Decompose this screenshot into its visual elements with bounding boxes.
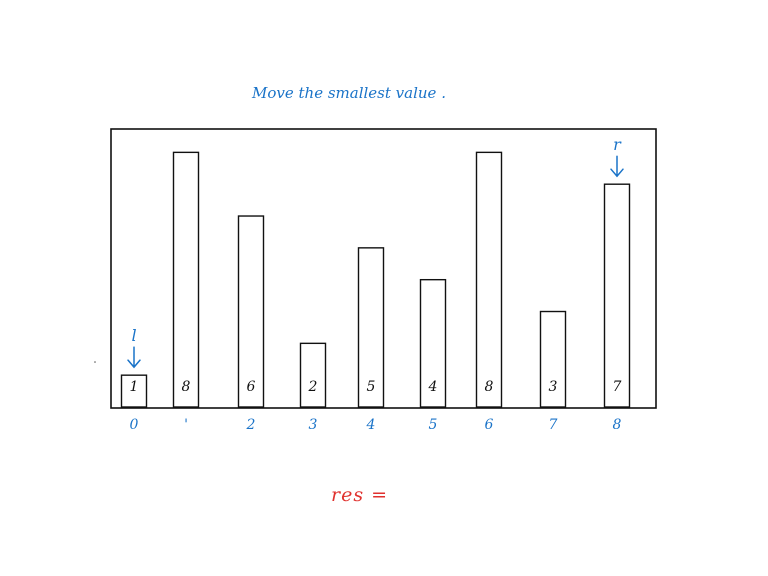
bar-value-label: 2 [308, 379, 318, 395]
bar-value-label: 8 [485, 379, 494, 395]
index-label: 2 [246, 417, 256, 433]
index-label: ' [184, 417, 188, 433]
index-labels-group: 0 ' 2 3 4 5 6 7 8 [130, 417, 622, 433]
result-label: res = [331, 484, 389, 506]
bar-7 [539, 310, 567, 408]
pointer-label-l: l [131, 326, 136, 345]
index-label: 7 [549, 417, 558, 433]
index-label: 0 [130, 417, 139, 433]
bar-3 [299, 342, 327, 408]
down-arrow-icon [610, 155, 624, 178]
bar-value-label: 6 [247, 379, 256, 395]
index-label: 6 [485, 417, 494, 433]
bar-6 [475, 151, 503, 408]
bars-group [120, 151, 631, 408]
bar-value-label: 3 [549, 379, 558, 395]
bar-0 [120, 374, 148, 408]
bar-2 [237, 215, 265, 408]
stray-dot [94, 361, 96, 363]
caption: Move the smallest value . [252, 84, 446, 102]
down-arrow-icon [127, 346, 141, 369]
bar-4 [357, 247, 385, 408]
bar-5 [419, 278, 447, 408]
index-label: 8 [613, 417, 622, 433]
bar-1 [172, 151, 200, 408]
index-label: 3 [309, 417, 318, 433]
bar-value-label: 5 [367, 379, 376, 395]
diagram-frame [110, 128, 657, 409]
pointers-group: lr [127, 135, 624, 369]
bar-8 [603, 183, 631, 408]
pointer-label-r: r [613, 135, 622, 154]
index-label: 4 [366, 417, 376, 433]
bar-value-label: 1 [130, 379, 139, 395]
bar-value-label: 4 [428, 379, 438, 395]
bar-value-label: 7 [613, 379, 622, 395]
index-label: 5 [429, 417, 438, 433]
bar-value-label: 8 [182, 379, 191, 395]
value-labels-group: 1 8 6 2 5 4 8 3 7 [130, 379, 622, 395]
